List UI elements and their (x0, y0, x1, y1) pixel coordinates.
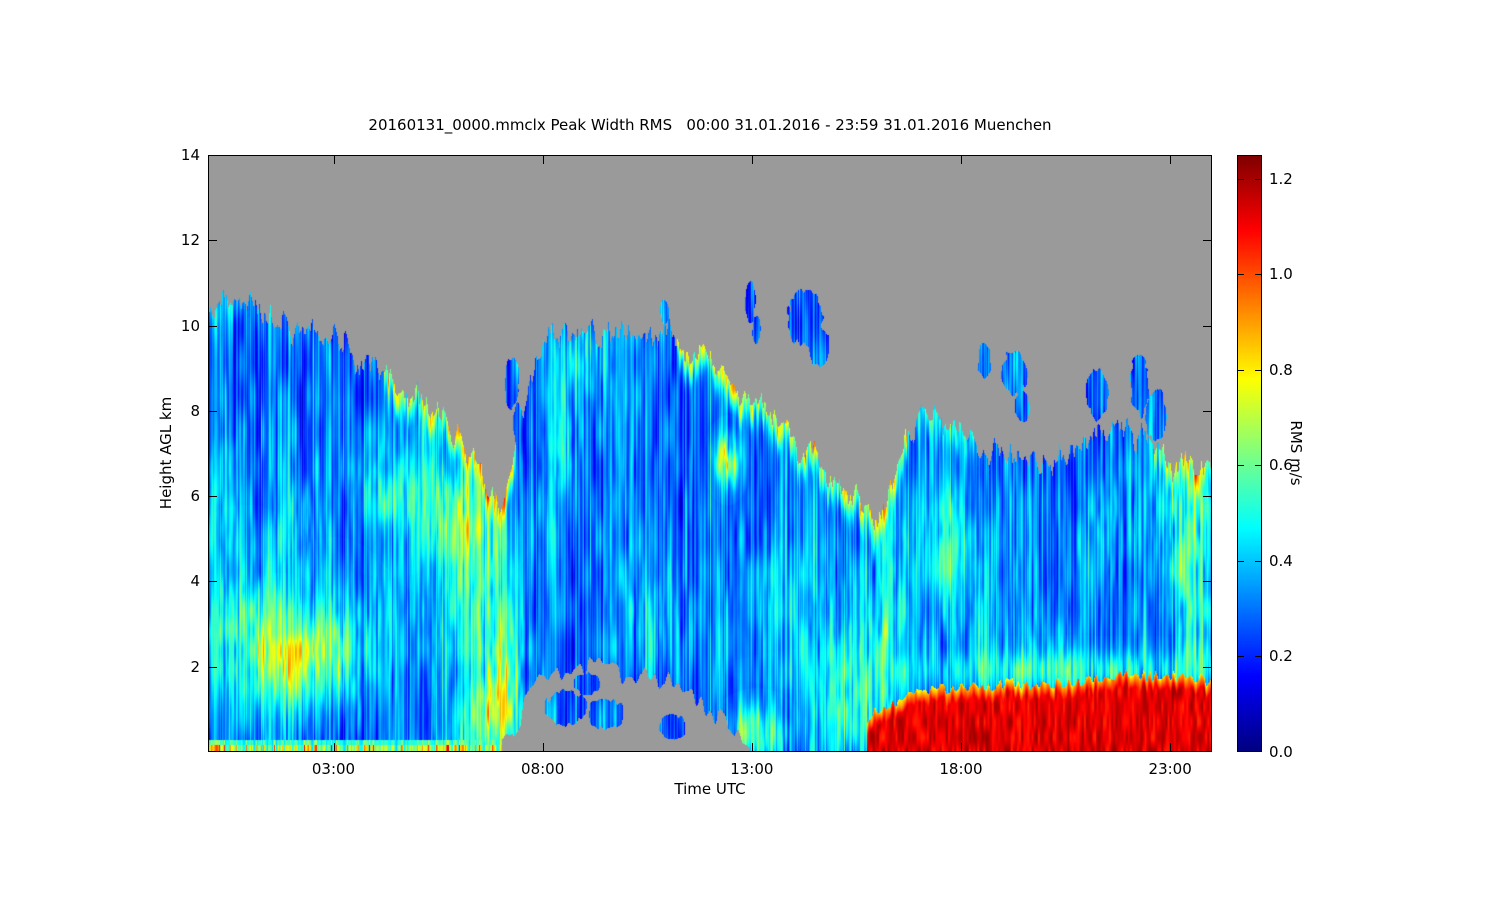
colorbar-title: RMS m/s (1287, 420, 1305, 486)
x-tick-label: 18:00 (939, 760, 983, 778)
x-axis-title: Time UTC (674, 780, 746, 798)
y-tick-label: 12 (180, 231, 200, 250)
y-tick-label: 2 (190, 657, 200, 676)
colorbar-tick-label: 1.0 (1269, 265, 1293, 284)
colorbar-tick-label: 0.0 (1269, 743, 1293, 761)
x-tick-label: 23:00 (1148, 760, 1192, 778)
x-tick-label: 13:00 (730, 760, 774, 778)
x-tick-label: 03:00 (311, 760, 356, 778)
chart-title: 20160131_0000.mmclx Peak Width RMS 00:00… (368, 116, 1052, 134)
colorbar-tick-label: 0.2 (1269, 647, 1293, 666)
y-tick-label: 14 (180, 146, 200, 164)
colorbar-gradient (1237, 155, 1262, 752)
heatmap-canvas (208, 155, 1212, 752)
colorbar-tick-label: 1.2 (1269, 169, 1293, 188)
y-axis-title: Height AGL km (157, 396, 175, 510)
x-tick-label: 08:00 (521, 760, 565, 778)
